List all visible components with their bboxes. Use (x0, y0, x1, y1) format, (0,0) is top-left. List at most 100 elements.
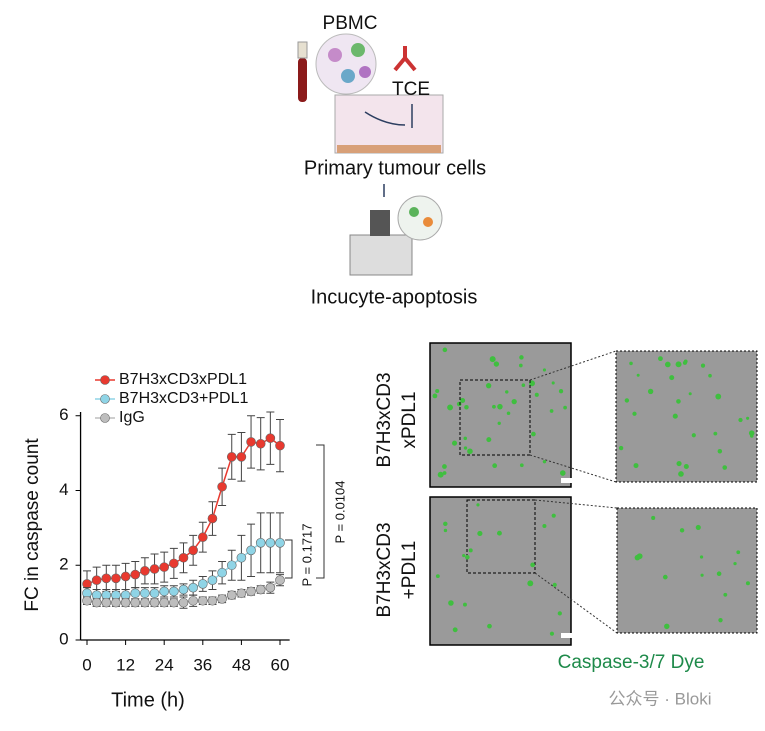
cell (328, 48, 342, 62)
green-cell (736, 550, 741, 555)
green-cell (534, 392, 539, 397)
marker (82, 579, 92, 589)
green-cell (464, 405, 469, 410)
green-cell (442, 347, 448, 353)
pbmc-circle (315, 33, 377, 95)
green-cell (750, 434, 754, 438)
green-cell (715, 393, 722, 400)
marker (255, 538, 266, 548)
marker (198, 532, 208, 543)
green-cell (497, 421, 501, 425)
green-cell (658, 356, 663, 362)
green-cell (443, 521, 448, 527)
green-cell (664, 361, 671, 368)
green-cell (542, 368, 547, 372)
marker (226, 560, 237, 571)
green-cell (460, 397, 466, 404)
green-cell (549, 409, 554, 413)
green-cell (662, 574, 668, 580)
green-cell (497, 403, 503, 410)
marker (178, 584, 189, 595)
green-cell (451, 440, 458, 446)
green-cell (708, 373, 712, 378)
marker (198, 595, 208, 606)
green-cell (723, 592, 728, 597)
green-cell (476, 503, 480, 507)
well (334, 94, 444, 154)
green-cell (456, 401, 462, 407)
green-cell (442, 471, 447, 475)
legend-label: IgG (119, 409, 145, 426)
marker (178, 597, 189, 608)
marker (101, 597, 112, 608)
green-cell (531, 431, 536, 437)
marker (236, 552, 247, 563)
bracket (285, 539, 293, 579)
marker (159, 597, 169, 608)
x-tick-label: 48 (232, 655, 251, 674)
microscope (349, 234, 413, 276)
green-cell (718, 617, 723, 623)
marker (130, 569, 141, 580)
tube-cap (297, 41, 308, 59)
pbmc-label: PBMC (323, 13, 378, 34)
marker (275, 538, 285, 548)
green-cell (688, 392, 692, 396)
x-tick-label: 60 (271, 655, 290, 674)
green-cell (487, 623, 492, 629)
marker (101, 573, 112, 584)
green-cell (636, 553, 643, 560)
marker (169, 597, 179, 608)
green-cell (746, 416, 750, 420)
green-cell (563, 405, 567, 410)
marker (120, 571, 131, 582)
microscope-head (370, 210, 390, 236)
marker (246, 586, 256, 597)
green-cell (651, 515, 656, 520)
y-tick-label: 2 (59, 555, 68, 574)
marker (120, 597, 131, 608)
image-bottom (429, 496, 572, 646)
green-cell (463, 602, 467, 607)
green-cell (679, 528, 685, 533)
green-cell (624, 398, 630, 403)
green-cell (468, 548, 473, 553)
green-cell (676, 399, 681, 404)
green-cell (748, 430, 755, 436)
marker (265, 538, 276, 548)
green-cell (713, 431, 718, 436)
green-cell (506, 411, 511, 416)
green-cell (493, 361, 500, 367)
green-cell (699, 555, 704, 559)
green-cell (477, 530, 483, 537)
y-axis-label: FC in caspase count (22, 438, 43, 612)
marker (246, 545, 256, 556)
marker (275, 440, 285, 451)
legend-marker (100, 375, 110, 385)
blood-tube (298, 58, 307, 102)
zoom-top (615, 350, 758, 483)
marker (207, 575, 218, 585)
marker (217, 567, 227, 578)
legend-marker (100, 394, 110, 404)
green-cell (527, 580, 534, 587)
legend-label: B7H3xCD3+PDL1 (119, 390, 249, 407)
green-cell (647, 388, 654, 395)
marker (159, 586, 169, 597)
green-cell (700, 363, 706, 368)
green-cell (633, 463, 639, 469)
y-tick-label: 0 (59, 629, 68, 648)
green-cell (435, 388, 440, 394)
green-cell (745, 581, 750, 586)
green-cell (492, 404, 496, 409)
green-cell (551, 513, 556, 518)
green-cell (558, 389, 564, 394)
marker (130, 588, 141, 599)
marker (255, 438, 266, 449)
green-cell (463, 436, 468, 441)
green-cell (447, 404, 453, 411)
marker (198, 579, 208, 589)
p-brackets (285, 444, 325, 579)
green-cell (560, 470, 566, 476)
marker (159, 562, 169, 572)
